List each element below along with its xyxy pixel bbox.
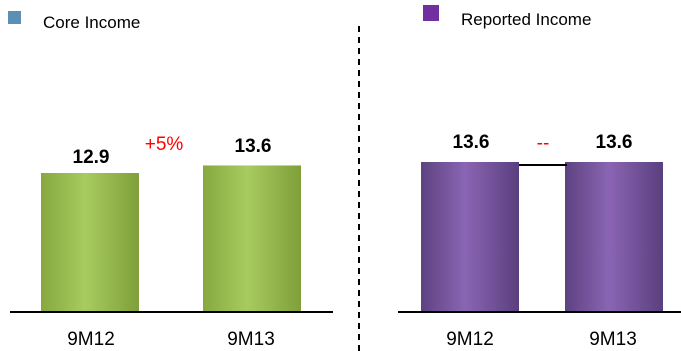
core-income-category-label-9m13: 9M13 <box>227 329 275 350</box>
core-income-bar-9m12 <box>41 173 139 312</box>
reported-income-category-label-9m13: 9M13 <box>589 329 637 350</box>
core-income-category-label-9m12: 9M12 <box>67 329 115 350</box>
reported-income-change-label: -- <box>537 133 550 154</box>
reported-income-panel: Reported Income 13.6 13.6 -- 9M12 9M13 <box>398 5 681 350</box>
reported-income-value-label-9m13: 13.6 <box>596 132 633 153</box>
reported-income-bar-9m12 <box>421 162 519 312</box>
core-income-legend-swatch <box>8 11 21 24</box>
reported-income-legend-swatch <box>423 5 439 21</box>
core-income-value-label-9m12: 12.9 <box>73 147 110 168</box>
reported-income-category-label-9m12: 9M12 <box>446 329 494 350</box>
core-income-value-label-9m13: 13.6 <box>235 136 272 157</box>
reported-income-bar-9m13 <box>565 162 663 312</box>
core-income-change-label: +5% <box>145 134 184 155</box>
core-income-legend-label: Core Income <box>43 13 140 32</box>
core-income-bar-9m13 <box>203 165 301 312</box>
reported-income-value-label-9m12: 13.6 <box>453 132 490 153</box>
reported-income-legend-label: Reported Income <box>461 10 591 29</box>
core-income-panel: Core Income 12.9 13.6 +5% 9M12 9M13 <box>8 11 333 350</box>
